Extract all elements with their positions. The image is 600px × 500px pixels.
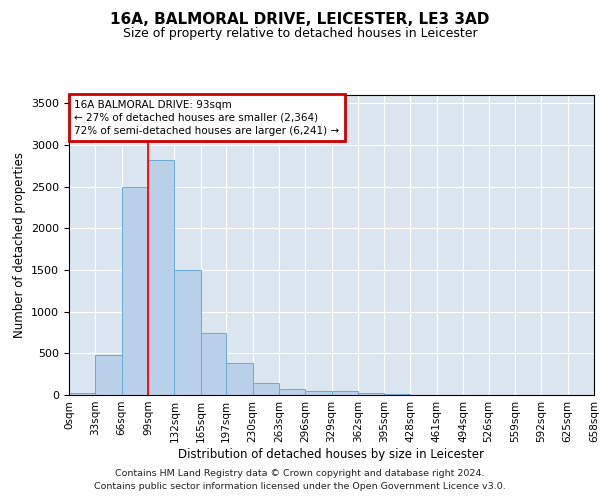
Bar — [69, 393, 95, 395]
Bar — [175, 270, 200, 395]
Bar — [253, 384, 279, 395]
Bar — [384, 394, 410, 395]
Bar — [331, 391, 358, 395]
Text: Contains public sector information licensed under the Open Government Licence v3: Contains public sector information licen… — [94, 482, 506, 491]
Bar — [305, 391, 331, 395]
Text: 16A, BALMORAL DRIVE, LEICESTER, LE3 3AD: 16A, BALMORAL DRIVE, LEICESTER, LE3 3AD — [110, 12, 490, 28]
Bar — [200, 332, 226, 395]
Bar — [226, 364, 253, 395]
Bar — [279, 389, 305, 395]
Text: Contains HM Land Registry data © Crown copyright and database right 2024.: Contains HM Land Registry data © Crown c… — [115, 468, 485, 477]
Bar — [122, 186, 148, 395]
Text: 16A BALMORAL DRIVE: 93sqm
← 27% of detached houses are smaller (2,364)
72% of se: 16A BALMORAL DRIVE: 93sqm ← 27% of detac… — [74, 100, 340, 136]
Bar — [358, 392, 384, 395]
Text: Size of property relative to detached houses in Leicester: Size of property relative to detached ho… — [122, 28, 478, 40]
Bar — [95, 355, 122, 395]
X-axis label: Distribution of detached houses by size in Leicester: Distribution of detached houses by size … — [179, 448, 485, 460]
Bar — [148, 160, 175, 395]
Y-axis label: Number of detached properties: Number of detached properties — [13, 152, 26, 338]
